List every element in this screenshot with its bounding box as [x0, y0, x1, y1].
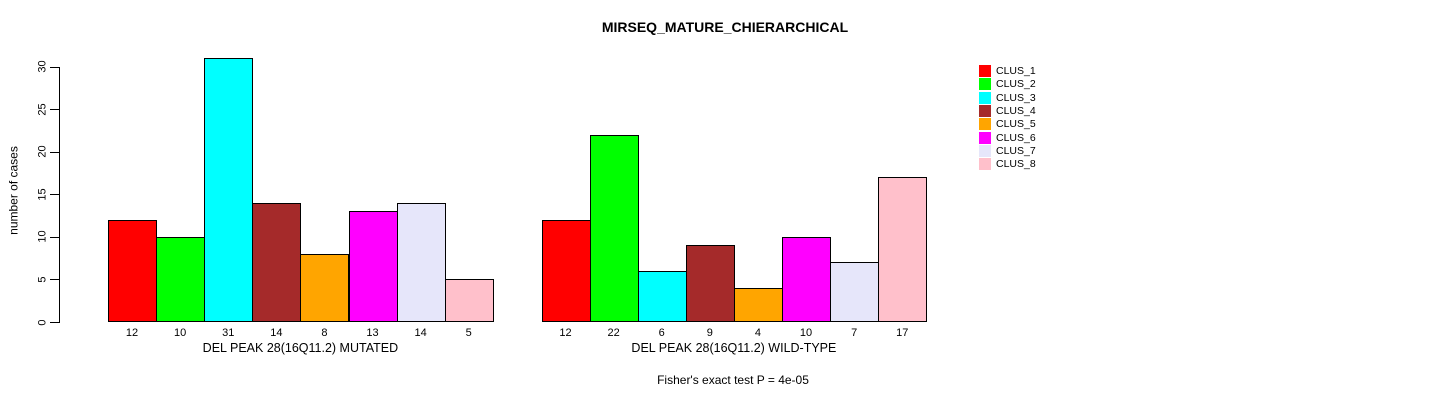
legend-item: CLUS_1 — [979, 65, 1036, 77]
bar — [637, 270, 687, 322]
bar — [878, 177, 928, 322]
bar — [300, 253, 350, 322]
y-axis-line — [58, 66, 60, 323]
y-tick-label: 20 — [36, 145, 49, 158]
y-axis-label: number of cases — [6, 146, 21, 235]
y-tick-mark — [50, 322, 59, 323]
legend-item: CLUS_7 — [979, 145, 1036, 158]
bar-value-label: 14 — [414, 327, 427, 339]
bar-value-label: 22 — [607, 327, 620, 339]
x-axis-group-label: DEL PEAK 28(16Q11.2) WILD-TYPE — [631, 341, 837, 355]
legend-item-label: CLUS_5 — [996, 118, 1036, 131]
bar — [541, 219, 591, 322]
legend-item-label: CLUS_7 — [996, 145, 1036, 158]
legend-swatch — [979, 131, 991, 144]
y-tick-label: 10 — [36, 230, 49, 243]
y-tick-mark — [50, 151, 59, 153]
bar-value-label: 4 — [754, 327, 761, 339]
legend-item: CLUS_5 — [979, 118, 1036, 131]
bar-value-label: 10 — [174, 327, 187, 339]
legend-item-label: CLUS_6 — [996, 131, 1036, 144]
bar-value-label: 31 — [222, 327, 235, 339]
bar — [204, 58, 254, 322]
legend-item-label: CLUS_4 — [996, 105, 1036, 118]
bar — [396, 202, 446, 322]
legend-item-label: CLUS_2 — [996, 78, 1036, 91]
bar — [733, 287, 783, 322]
legend-swatch — [979, 145, 991, 158]
y-tick-label: 15 — [36, 188, 49, 201]
y-tick-mark — [50, 279, 59, 281]
bar-value-label: 13 — [366, 327, 379, 339]
legend-item: CLUS_3 — [979, 91, 1036, 104]
bar-value-label: 8 — [321, 327, 328, 339]
y-tick-label: 30 — [36, 60, 49, 73]
bar — [782, 236, 832, 322]
legend-swatch — [979, 158, 991, 171]
y-tick-mark — [50, 236, 59, 238]
bar-value-label: 17 — [896, 327, 909, 339]
bar-value-label: 6 — [658, 327, 665, 339]
bar-value-label: 10 — [799, 327, 813, 339]
legend-item-label: CLUS_3 — [996, 91, 1036, 104]
legend-item-label: CLUS_1 — [996, 65, 1036, 77]
bar-value-label: 12 — [559, 327, 572, 339]
bar-value-label: 9 — [706, 327, 713, 339]
bar-value-label: 14 — [270, 327, 283, 339]
x-axis-group-label: DEL PEAK 28(16Q11.2) MUTATED — [202, 341, 399, 355]
legend-item-label: CLUS_8 — [996, 158, 1036, 171]
bar — [685, 245, 735, 322]
bar — [252, 202, 302, 322]
legend: CLUS_1 CLUS_2 CLUS_3 CLUS_4 CLUS_5 CLUS_6 CLUS… — [979, 65, 1059, 180]
legend-swatch — [979, 118, 991, 131]
legend-item: CLUS_6 — [979, 131, 1036, 144]
bar-value-label: 5 — [465, 327, 472, 339]
bar — [589, 134, 639, 322]
y-tick-mark — [50, 66, 59, 68]
bar-value-label: 12 — [125, 327, 139, 339]
y-tick-mark — [50, 194, 59, 196]
legend-item: CLUS_2 — [979, 78, 1036, 91]
legend-item: CLUS_8 — [979, 158, 1036, 171]
legend-swatch — [979, 91, 991, 104]
bar-value-label: 7 — [851, 327, 858, 339]
bar — [156, 236, 206, 322]
legend-item: CLUS_4 — [979, 105, 1036, 118]
bar — [108, 219, 158, 322]
bar — [444, 279, 494, 322]
y-tick-label: 25 — [36, 102, 49, 116]
bar — [830, 262, 880, 322]
legend-swatch — [979, 105, 991, 118]
fisher-test-annotation: Fisher's exact test P = 4e-05 — [657, 373, 809, 387]
y-tick-label: 5 — [36, 276, 49, 283]
chart-title: MIRSEQ_MATURE_CHIERARCHICAL — [601, 19, 849, 35]
y-tick-label: 0 — [36, 318, 49, 326]
legend-swatch — [979, 78, 991, 91]
y-tick-mark — [50, 109, 59, 111]
legend-swatch — [979, 65, 991, 77]
bar — [348, 211, 398, 322]
